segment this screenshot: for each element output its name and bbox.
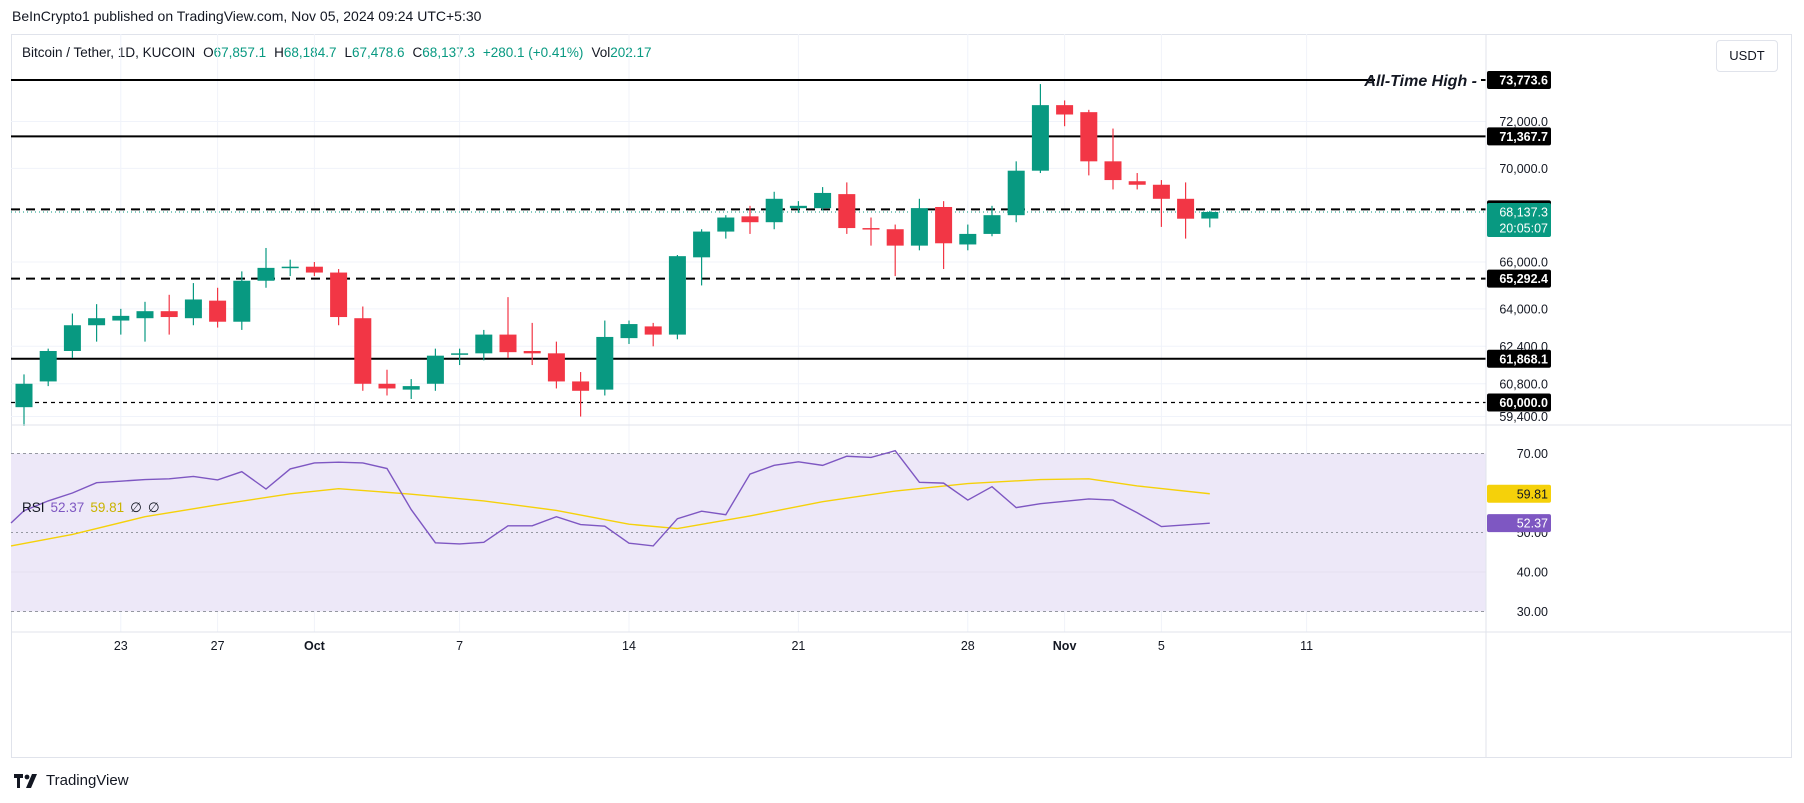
low-value: 67,478.6 xyxy=(351,45,405,60)
close-value: 68,137.3 xyxy=(422,45,475,60)
rsi-na-1: ∅ xyxy=(130,500,142,515)
high-label: H xyxy=(274,45,284,60)
rsi-legend: RSI 52.37 59.81 ∅ ∅ xyxy=(22,500,166,516)
rsi-value: 52.37 xyxy=(50,500,85,515)
rsi-ma-value: 59.81 xyxy=(90,500,125,515)
high-value: 68,184.7 xyxy=(283,45,337,60)
currency-button[interactable]: USDT xyxy=(1716,40,1778,72)
symbol-legend: Bitcoin / Tether, 1D, KUCOIN O 67,857.1 H… xyxy=(22,45,660,60)
open-value: 67,857.1 xyxy=(213,45,267,60)
publisher-caption: BeInCrypto1 published on TradingView.com… xyxy=(12,8,482,24)
chart-frame xyxy=(11,34,1792,758)
low-label: L xyxy=(344,45,352,60)
volume-value: 202.17 xyxy=(610,45,652,60)
symbol-title[interactable]: Bitcoin / Tether, 1D, KUCOIN xyxy=(22,45,196,60)
tradingview-logo[interactable]: TradingView xyxy=(14,772,129,789)
volume-label: Vol xyxy=(591,45,611,60)
close-label: C xyxy=(412,45,423,60)
tradingview-logo-icon xyxy=(14,773,37,788)
change-value: +280.1 (+0.41%) xyxy=(482,45,584,60)
rsi-label[interactable]: RSI xyxy=(22,500,45,515)
tradingview-logo-text: TradingView xyxy=(46,772,129,789)
rsi-na-2: ∅ xyxy=(147,500,160,515)
open-label: O xyxy=(203,45,214,60)
